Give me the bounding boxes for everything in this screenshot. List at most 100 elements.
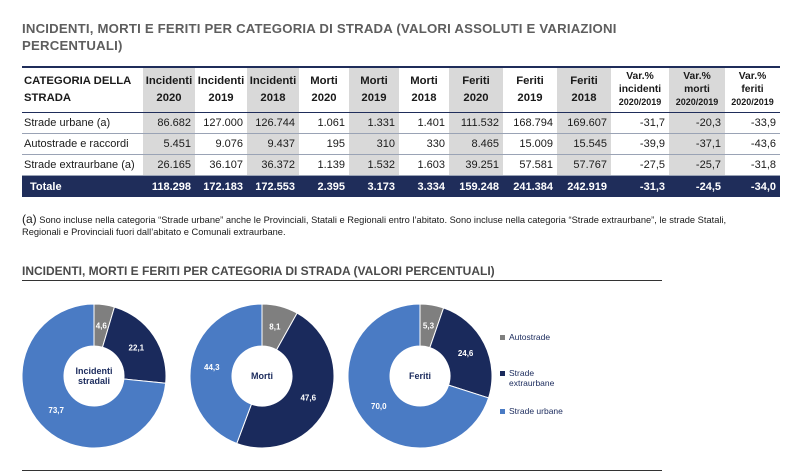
slice-label: 4,6 [96, 322, 108, 331]
cell: -43,6 [725, 133, 780, 155]
cell: 3.334 [399, 175, 449, 197]
cell: 2.395 [299, 175, 349, 197]
slice-label: 44,3 [204, 363, 220, 372]
legend-label: extraurbane [509, 378, 555, 388]
cell: 1.139 [299, 154, 349, 176]
row-label: Strade urbane (a) [22, 112, 143, 134]
cell: 36.372 [247, 154, 299, 176]
cell: 169.607 [557, 112, 611, 134]
cell: -20,3 [669, 112, 725, 134]
chart-title-rule [22, 280, 662, 281]
cell: 1.603 [399, 154, 449, 176]
header-col: Morti 2018 [410, 74, 438, 104]
cell: 9.076 [195, 133, 247, 155]
table-row: Strade urbane (a) 86.682 127.000 126.744… [22, 112, 780, 134]
table-top-rule [22, 66, 780, 68]
slice-label: 70,0 [371, 402, 387, 411]
cell: 172.553 [247, 175, 299, 197]
stats-table: CATEGORIA DELLA STRADA Incidenti 2020 Inc… [22, 68, 780, 197]
donut-slice [347, 303, 490, 449]
cell: 172.183 [195, 175, 247, 197]
slice-label: 5,3 [423, 322, 435, 331]
legend-label: Autostrade [509, 332, 550, 342]
donut-center-label: Morti [251, 371, 273, 381]
header-col: Incidenti 2018 [247, 68, 299, 113]
slice-label: 73,7 [48, 406, 64, 415]
cell: 86.682 [143, 112, 195, 134]
row-label: Strade extraurbane (a) [22, 154, 143, 176]
total-label: Totale [22, 175, 143, 197]
cell: 195 [299, 133, 349, 155]
cell: 242.919 [557, 175, 611, 197]
cell: -37,1 [669, 133, 725, 155]
cell: -31,7 [611, 112, 669, 134]
legend-label: Strade [509, 368, 534, 378]
cell: -31,8 [725, 154, 780, 176]
cell: 57.581 [503, 154, 557, 176]
legend-swatch [500, 371, 505, 376]
cell: 159.248 [449, 175, 503, 197]
cell: 26.165 [143, 154, 195, 176]
cell: 15.009 [503, 133, 557, 155]
cell: -24,5 [669, 175, 725, 197]
donut-center-label: Feriti [409, 371, 431, 381]
donut-slice [236, 312, 335, 449]
header-col: Var.% incidenti 2020/2019 [618, 71, 662, 107]
cell: -27,5 [611, 154, 669, 176]
cell: 126.744 [247, 112, 299, 134]
slice-label: 47,6 [300, 393, 316, 402]
table-header-row: CATEGORIA DELLA STRADA Incidenti 2020 Inc… [22, 68, 780, 113]
chart-title: INCIDENTI, MORTI E FERITI PER CATEGORIA … [22, 264, 495, 278]
legend-swatch [500, 335, 505, 340]
slice-label: 22,1 [129, 344, 145, 353]
slice-label: 8,1 [269, 323, 281, 332]
header-category: CATEGORIA DELLA STRADA [24, 74, 131, 104]
legend-swatch [500, 409, 505, 414]
cell: 1.061 [299, 112, 349, 134]
cell: -39,9 [611, 133, 669, 155]
cell: 8.465 [449, 133, 503, 155]
cell: 330 [399, 133, 449, 155]
cell: 241.384 [503, 175, 557, 197]
donut-center-label: Incidenti [75, 366, 112, 376]
header-col: Var.% morti 2020/2019 [669, 68, 725, 113]
footnote: (a) Sono incluse nella categoria “Strade… [22, 213, 742, 238]
cell: 15.545 [557, 133, 611, 155]
cell: -34,0 [725, 175, 780, 197]
header-col: Feriti 2020 [449, 68, 503, 113]
bottom-rule [22, 470, 662, 471]
row-label: Autostrade e raccordi [22, 133, 143, 155]
table-row: Strade extraurbane (a) 26.165 36.107 36.… [22, 154, 780, 176]
footnote-mark: (a) [22, 212, 37, 226]
legend-label: Strade urbane [509, 406, 563, 416]
donut-center-label: stradali [78, 376, 110, 386]
cell: 5.451 [143, 133, 195, 155]
cell: 1.401 [399, 112, 449, 134]
cell: 111.532 [449, 112, 503, 134]
donut-slice [101, 306, 167, 384]
header-col: Feriti 2019 [516, 74, 544, 104]
cell: 127.000 [195, 112, 247, 134]
table-row: Autostrade e raccordi 5.451 9.076 9.437 … [22, 133, 780, 155]
cell: 39.251 [449, 154, 503, 176]
header-col: Incidenti 2019 [197, 74, 245, 104]
cell: 57.767 [557, 154, 611, 176]
cell: -33,9 [725, 112, 780, 134]
cell: 9.437 [247, 133, 299, 155]
donut-slice [429, 307, 493, 399]
cell: 1.331 [349, 112, 399, 134]
header-col: Morti 2019 [349, 68, 399, 113]
cell: 36.107 [195, 154, 247, 176]
donut-slice [21, 303, 167, 449]
table-title: INCIDENTI, MORTI E FERITI PER CATEGORIA … [22, 21, 617, 53]
header-col: Feriti 2018 [557, 68, 611, 113]
cell: 3.173 [349, 175, 399, 197]
header-col: Incidenti 2020 [143, 68, 195, 113]
header-col: Var.% feriti 2020/2019 [731, 71, 774, 107]
header-col: Morti 2020 [310, 74, 338, 104]
cell: 1.532 [349, 154, 399, 176]
table-total-row: Totale 118.298 172.183 172.553 2.395 3.1… [22, 175, 780, 197]
cell: 168.794 [503, 112, 557, 134]
donut-slice [189, 303, 263, 445]
